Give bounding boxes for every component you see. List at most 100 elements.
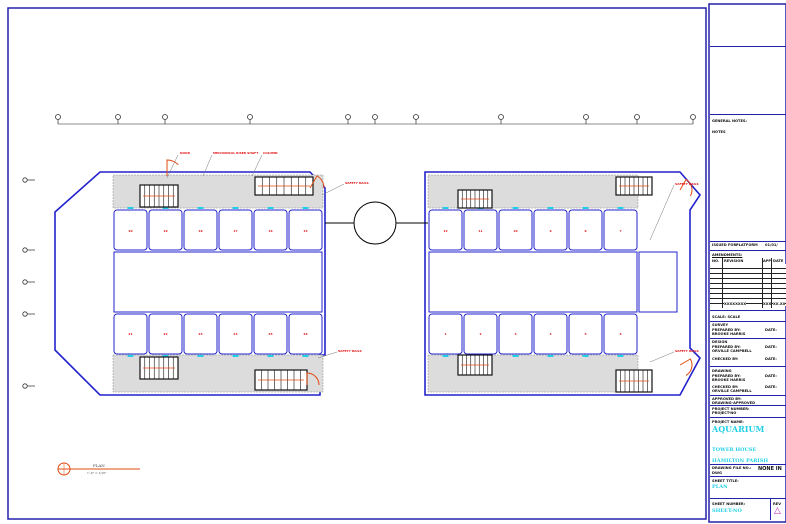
client-line-1: TOWER HOUSE [712, 447, 757, 453]
col-revision: REVISION [724, 259, 744, 263]
tank-room [603, 209, 638, 251]
room-number: 25 [268, 332, 272, 336]
drawing-checked-date: DATE: [765, 385, 777, 389]
design-label: DESIGN [712, 340, 728, 344]
tank-room [498, 209, 533, 251]
column-label: COLUMN [263, 151, 278, 155]
light-fixture [547, 207, 554, 209]
tank-room [148, 313, 183, 355]
light-fixture [302, 355, 309, 357]
mech-shaft-label: MECHANICAL RISER SHAFT [213, 151, 259, 155]
light-fixture [127, 207, 134, 209]
drawing-date: DATE: [765, 374, 777, 378]
drawing-file-label: DRAWING FILE NO.: [712, 466, 752, 470]
annotations: DOOR MECHANICAL RISER SHAFT COLUMN SAFET… [180, 151, 699, 353]
grid-bubble [162, 114, 168, 120]
light-fixture [302, 207, 309, 209]
plan-label: PLAN [93, 463, 105, 468]
grid-bubble [634, 114, 640, 120]
light-fixture [582, 207, 589, 209]
rev-row: XXXXXXXX [724, 302, 747, 306]
tank-room [113, 313, 148, 355]
design-prepared-by: PREPARED BY: [712, 345, 741, 349]
grid-bubble [690, 114, 696, 120]
tank-room [253, 313, 288, 355]
tank-room [568, 313, 603, 355]
room-number: 18 [198, 229, 202, 233]
scale: SCALE: SCALE [712, 315, 741, 319]
title-block-border [708, 3, 786, 523]
design-checked-by: CHECKED BY: [712, 357, 739, 361]
room-number: 22 [163, 332, 167, 336]
grid-bubble [22, 383, 28, 389]
amendments-label: AMENDMENTS: [712, 253, 743, 257]
drawing-prepared-by: PREPARED BY: [712, 374, 741, 378]
door-swing [679, 358, 693, 376]
design-preparer: ORVILLE CAMPBELL [712, 349, 752, 353]
design-date: DATE: [765, 345, 777, 349]
light-fixture [232, 207, 239, 209]
project-name: AQUARIUM [712, 424, 765, 434]
tank-room [218, 209, 253, 251]
col-app: APP [763, 259, 772, 263]
safety-rails-label-3: SAFETY RAILS [675, 182, 699, 186]
light-fixture [197, 355, 204, 357]
drawing-border [7, 7, 707, 520]
light-fixture [617, 355, 624, 357]
approved-by-label: APPROVED BY: [712, 397, 742, 401]
tank-room [603, 313, 638, 355]
sheet-title-label: SHEET TITLE: [712, 479, 739, 483]
central-corridor [428, 251, 638, 313]
drawing-preparer: BROOKE HARRIS [712, 378, 746, 382]
none-label: NONE IN [758, 466, 782, 472]
tank-room [428, 313, 463, 355]
tank-room [183, 313, 218, 355]
light-fixture [267, 355, 274, 357]
general-notes-label: GENERAL NOTES: [712, 119, 747, 123]
light-fixture [162, 207, 169, 209]
light-fixture [617, 207, 624, 209]
tank-room [253, 209, 288, 251]
circular-platform [353, 201, 397, 245]
tank-room [463, 313, 498, 355]
survey-prepared-by: PREPARED BY: [712, 328, 741, 332]
tank-room [218, 313, 253, 355]
room-number: 26 [303, 332, 307, 336]
light-fixture [267, 207, 274, 209]
room-number: 1 [444, 332, 446, 336]
tank-room [183, 209, 218, 251]
annex-room [638, 251, 678, 313]
grid-bubble [55, 114, 61, 120]
grid-bubble [22, 247, 28, 253]
project-name-label: PROJECT NAME: [712, 420, 744, 424]
project-number-label: PROJECT NUMBER: [712, 407, 750, 411]
light-fixture [582, 355, 589, 357]
tank-room [533, 313, 568, 355]
grid-bubble [345, 114, 351, 120]
door-swing [166, 159, 179, 176]
tank-room [288, 313, 323, 355]
grid-bubble [115, 114, 121, 120]
issued-date: 01/01/ [765, 243, 778, 247]
light-fixture [547, 355, 554, 357]
room-number: 17 [233, 229, 237, 233]
drawing-file: DWG [712, 471, 722, 475]
grid-bubble [22, 177, 28, 183]
col-date: DATE [773, 259, 784, 263]
light-fixture [232, 355, 239, 357]
plan-scale: 1'-0" = 1/16" [87, 471, 107, 475]
drawing-checker: ORVILLE CAMPBELL [712, 389, 752, 393]
room-number: 8 [584, 229, 586, 233]
notes-value: NOTES [712, 130, 726, 134]
light-fixture [512, 355, 519, 357]
tank-room [428, 209, 463, 251]
leader-lines [166, 154, 675, 363]
room-number: 9 [549, 229, 551, 233]
light-fixture [442, 355, 449, 357]
sheet-number: SHEET-NO [712, 508, 742, 514]
light-fixture [512, 207, 519, 209]
room-number: 19 [163, 229, 167, 233]
room-number: 10 [513, 229, 517, 233]
grid-bubble [22, 279, 28, 285]
light-fixture [127, 355, 134, 357]
